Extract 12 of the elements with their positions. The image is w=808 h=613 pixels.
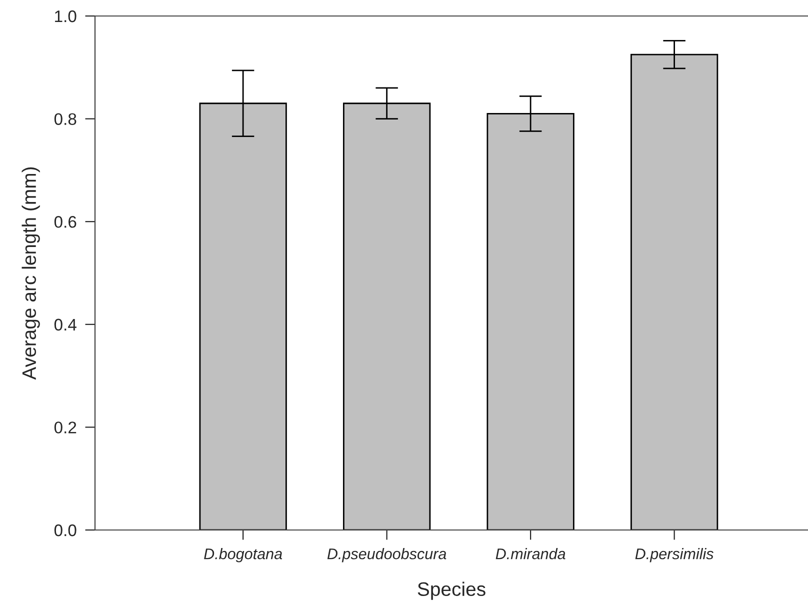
y-axis-title: Average arc length (mm) — [22, 167, 40, 380]
x-tick-label: D.bogotana — [204, 548, 282, 562]
y-tick-label: 0.6 — [54, 216, 76, 228]
y-tick-label: 0.2 — [54, 422, 76, 434]
x-tick-label: D.miranda — [496, 548, 566, 560]
x-tick-label: D.pseudoobscura — [327, 548, 446, 562]
y-tick-label: 0.0 — [54, 524, 76, 536]
y-tick-label: 0.4 — [54, 318, 76, 331]
y-tick-label: 0.8 — [54, 113, 76, 126]
x-axis-title: Species — [418, 582, 486, 600]
y-tick-label: 1.0 — [55, 10, 76, 22]
x-tick-label: D.persimilis — [635, 548, 714, 562]
